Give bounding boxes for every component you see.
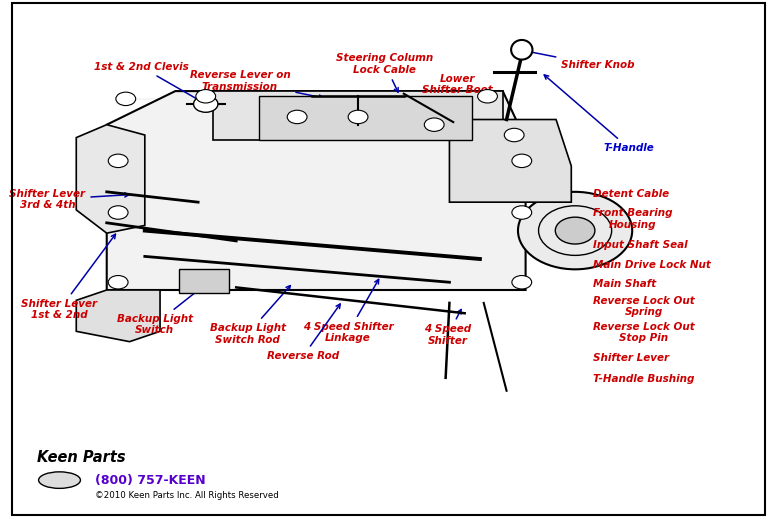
Text: Reverse Lock Out
Stop Pin: Reverse Lock Out Stop Pin — [593, 322, 695, 343]
Circle shape — [424, 118, 444, 132]
Text: Reverse Lock Out
Spring: Reverse Lock Out Spring — [593, 296, 695, 318]
Text: 1st & 2nd Clevis: 1st & 2nd Clevis — [94, 62, 202, 102]
Text: Main Shaft: Main Shaft — [593, 279, 656, 289]
Text: Reverse Lever on
Transmission: Reverse Lever on Transmission — [189, 70, 323, 99]
Circle shape — [196, 90, 216, 103]
Ellipse shape — [38, 472, 80, 488]
Text: 4 Speed Shifter
Linkage: 4 Speed Shifter Linkage — [303, 279, 393, 343]
Text: Front Bearing
Housing: Front Bearing Housing — [593, 208, 672, 229]
Circle shape — [287, 110, 307, 124]
Circle shape — [193, 96, 218, 112]
Circle shape — [348, 110, 368, 124]
Text: Keen Parts: Keen Parts — [37, 450, 126, 465]
Circle shape — [477, 90, 497, 103]
Circle shape — [512, 154, 532, 167]
Polygon shape — [259, 96, 472, 140]
Circle shape — [512, 276, 532, 289]
Text: Input Shaft Seal: Input Shaft Seal — [593, 239, 688, 250]
Text: Shifter Knob: Shifter Knob — [524, 49, 634, 70]
Polygon shape — [76, 125, 145, 233]
Text: ©2010 Keen Parts Inc. All Rights Reserved: ©2010 Keen Parts Inc. All Rights Reserve… — [95, 491, 279, 500]
Polygon shape — [76, 290, 160, 342]
Text: (800) 757-KEEN: (800) 757-KEEN — [95, 473, 206, 486]
Circle shape — [109, 276, 128, 289]
Text: T-Handle: T-Handle — [544, 75, 654, 153]
Circle shape — [512, 206, 532, 219]
Text: T-Handle Bushing: T-Handle Bushing — [593, 374, 694, 384]
Text: 4 Speed
Shifter: 4 Speed Shifter — [424, 309, 471, 346]
Circle shape — [109, 206, 128, 219]
Circle shape — [116, 92, 136, 106]
Bar — [179, 269, 229, 293]
Circle shape — [555, 217, 595, 244]
Circle shape — [109, 154, 128, 167]
Text: Detent Cable: Detent Cable — [593, 190, 668, 199]
Polygon shape — [213, 91, 503, 140]
Circle shape — [518, 192, 632, 269]
Text: Backup Light
Switch: Backup Light Switch — [116, 284, 206, 336]
Text: Reverse Rod: Reverse Rod — [267, 304, 340, 361]
Text: Shifter Lever
3rd & 4th: Shifter Lever 3rd & 4th — [9, 189, 129, 210]
Text: Steering Column
Lock Cable: Steering Column Lock Cable — [336, 53, 434, 92]
Text: Lower
Shifter Boot: Lower Shifter Boot — [422, 74, 493, 107]
Text: Main Drive Lock Nut: Main Drive Lock Nut — [593, 260, 711, 270]
Text: Shifter Lever
1st & 2nd: Shifter Lever 1st & 2nd — [22, 234, 116, 321]
Text: Shifter Lever: Shifter Lever — [593, 353, 668, 363]
Circle shape — [504, 128, 524, 142]
Text: Backup Light
Switch Rod: Backup Light Switch Rod — [209, 285, 290, 344]
Polygon shape — [450, 120, 571, 202]
Polygon shape — [107, 91, 526, 290]
Ellipse shape — [511, 40, 532, 60]
